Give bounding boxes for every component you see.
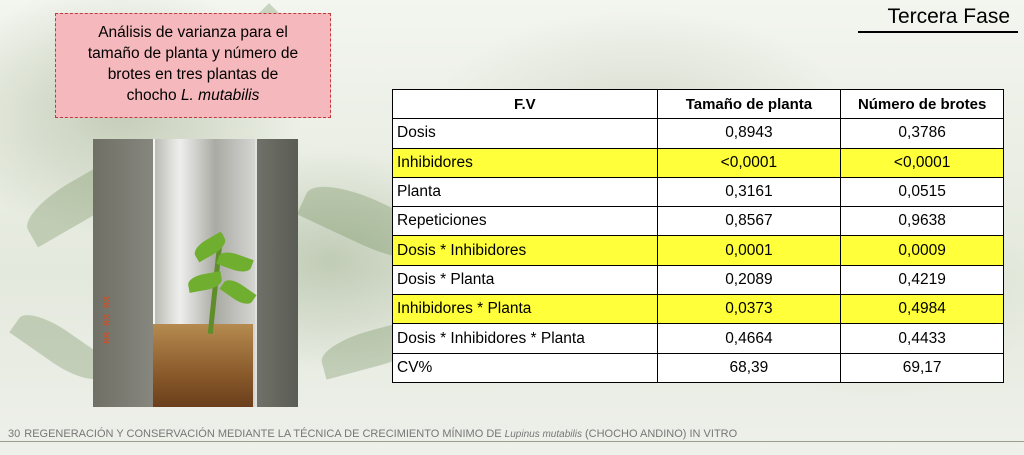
caption-line: tamaño de planta y número de [87,45,299,62]
source-cell: CV% [392,352,658,383]
caption-line: brotes en tres plantas de [107,66,279,83]
brotes-cell: 0,4219 [840,264,1004,296]
footer-divider [0,441,1024,442]
caption-box: Análisis de varianza para el tamaño de p… [55,13,331,118]
test-tube-photo: 08 03 03 [93,139,298,407]
brotes-cell: 0,9638 [840,206,1004,237]
tamano-cell: 0,4664 [656,323,842,354]
culture-medium [153,324,253,407]
tamano-cell: 0,8567 [656,206,842,237]
photo-date-stamp: 08 03 03 [103,295,114,344]
source-cell: Dosis * Planta [392,264,658,296]
source-cell: Inhibidores [392,147,658,178]
table-row: Dosis * Inhibidores * Planta 0,4664 0,4433 [392,323,1004,354]
table-row: CV% 68,39 69,17 [392,352,1004,383]
brotes-cell: 0,0515 [840,176,1004,208]
table-body: Dosis 0,8943 0,3786 Inhibidores <0,0001 <0,00… [392,118,1004,383]
page-number: 30 [8,428,21,440]
tamano-cell: 0,2089 [656,264,842,296]
brotes-cell: 0,3786 [840,118,1004,149]
source-cell: Repeticiones [392,206,658,237]
source-cell: Dosis * Inhibidores [392,235,658,266]
brotes-cell: 0,0009 [840,235,1004,266]
source-cell: Planta [392,176,658,208]
footer-text: REGENERACIÓN Y CONSERVACIÓN MEDIANTE LA … [24,428,505,440]
column-header: Número de brotes [840,88,1004,120]
table-row: Dosis * Planta 0,2089 0,4219 [392,264,1004,296]
footer: 30 REGENERACIÓN Y CONSERVACIÓN MEDIANTE L… [8,428,737,440]
table-row: Dosis * Inhibidores 0,0001 0,0009 [392,235,1004,266]
anova-table: F.V Tamaño de planta Número de brotes Do… [392,88,1004,383]
phase-title-underline [858,31,1018,33]
table-row: Planta 0,3161 0,0515 [392,176,1004,208]
tamano-cell: 68,39 [656,352,842,383]
column-header: F.V [392,88,658,120]
brotes-cell: 0,4433 [840,323,1004,354]
brotes-cell: 0,4984 [840,294,1004,325]
tamano-cell: <0,0001 [656,147,842,178]
footer-species: Lupinus mutabilis [504,429,582,440]
source-cell: Dosis * Inhibidores * Planta [392,323,658,354]
caption-line: chocho [126,87,181,104]
tamano-cell: 0,8943 [656,118,842,149]
source-cell: Inhibidores * Planta [392,294,658,325]
species-name: L. mutabilis [180,87,260,104]
column-header: Tamaño de planta [656,88,842,120]
tamano-cell: 0,0373 [656,294,842,325]
phase-title: Tercera Fase [887,5,1010,28]
tamano-cell: 0,0001 [656,235,842,266]
footer-text-end: (CHOCHO ANDINO) IN VITRO [581,428,738,440]
table-row: Inhibidores <0,0001 <0,0001 [392,147,1004,178]
table-row: Repeticiones 0,8567 0,9638 [392,206,1004,237]
table-row: Dosis 0,8943 0,3786 [392,118,1004,149]
brotes-cell: <0,0001 [840,147,1004,178]
table-row: Inhibidores * Planta 0,0373 0,4984 [392,294,1004,325]
tamano-cell: 0,3161 [656,176,842,208]
table-header-row: F.V Tamaño de planta Número de brotes [392,88,1004,120]
caption-line: Análisis de varianza para el [98,24,288,41]
source-cell: Dosis [392,118,658,149]
brotes-cell: 69,17 [840,352,1004,383]
